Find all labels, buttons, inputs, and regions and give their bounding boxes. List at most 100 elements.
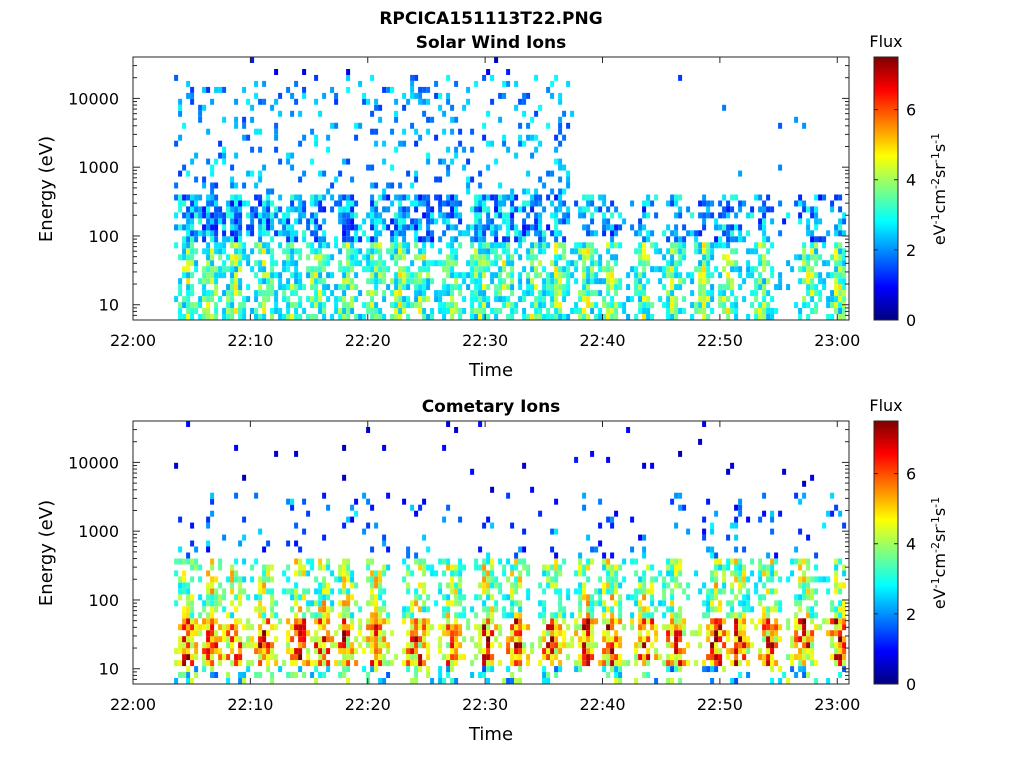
flux-cell [334,242,339,249]
flux-cell [230,218,235,225]
flux-cell [598,206,603,213]
flux-cell [222,588,227,595]
flux-cell [282,248,287,255]
flux-cell [578,606,583,613]
flux-cell [618,654,623,661]
flux-cell [646,564,651,571]
flux-cell [286,564,291,571]
flux-cell [206,254,211,261]
flux-cell [802,588,807,595]
flux-cell [554,618,559,625]
flux-cell [422,260,427,267]
flux-cell [634,594,639,601]
flux-cell [826,588,831,595]
flux-cell [346,666,351,673]
flux-cell [254,260,259,267]
flux-cell [814,612,819,619]
flux-cell [786,654,791,661]
flux-cell [522,266,527,273]
flux-cell [238,308,243,314]
flux-cell [270,642,275,649]
flux-cell [466,158,471,165]
flux-cell [414,128,419,135]
flux-cell [362,218,367,225]
flux-cell [770,242,775,249]
flux-cell [778,510,783,517]
flux-cell [326,504,331,511]
flux-cell [642,534,647,541]
flux-cell [726,278,731,285]
flux-cell [226,612,231,619]
flux-cell [426,224,431,231]
flux-cell [394,242,399,249]
flux-cell [610,576,615,583]
flux-cell [730,558,735,565]
flux-cell [674,492,679,499]
flux-cell [806,612,811,619]
flux-cell [502,92,507,99]
flux-cell [666,654,671,661]
flux-cell [318,248,323,255]
flux-cell [234,236,239,243]
flux-cell [370,194,375,201]
flux-cell [842,654,847,661]
flux-cell [766,206,771,213]
flux-cell [262,564,267,571]
flux-cell [706,272,711,279]
flux-cell [314,212,319,219]
flux-cell [346,218,351,225]
flux-cell [810,284,815,291]
flux-cell [314,272,319,279]
flux-cell [606,660,611,667]
flux-cell [554,576,559,583]
flux-cell [250,636,255,643]
flux-cell [330,206,335,213]
flux-cell [446,660,451,667]
flux-cell [670,594,675,601]
flux-cell [590,606,595,613]
flux-cell [346,74,351,81]
flux-cell [414,278,419,285]
flux-cell [374,612,379,619]
flux-cell [206,200,211,207]
flux-cell [630,224,635,231]
flux-cell [762,254,767,261]
flux-cell [550,188,555,195]
flux-cell [274,230,279,237]
flux-cell [838,266,843,273]
flux-cell [566,624,571,631]
flux-cell [778,122,783,129]
flux-cell [454,624,459,631]
flux-cell [238,278,243,285]
flux-cell [190,522,195,529]
flux-cell [202,308,207,314]
flux-cell [570,612,575,619]
flux-cell [642,672,647,678]
flux-cell [458,612,463,619]
flux-cell [338,266,343,273]
flux-cell [678,666,683,673]
flux-cell [582,308,587,314]
flux-cell [702,582,707,589]
flux-cell [514,678,519,684]
flux-cell [814,272,819,279]
flux-cell [294,570,299,577]
flux-cell [402,230,407,237]
flux-cell [578,582,583,589]
flux-cell [262,636,267,643]
flux-cell [726,612,731,619]
flux-cell [446,254,451,261]
flux-cell [486,206,491,213]
flux-cell [754,624,759,631]
flux-cell [838,224,843,231]
flux-cell [250,212,255,219]
flux-cell [414,558,419,565]
flux-cell [282,218,287,225]
flux-cell [618,302,623,309]
flux-cell [178,588,183,595]
flux-cell [722,230,727,237]
flux-cell [314,200,319,207]
flux-cell [214,206,219,213]
flux-cell [618,660,623,667]
x-tick-label: 22:10 [227,331,273,350]
